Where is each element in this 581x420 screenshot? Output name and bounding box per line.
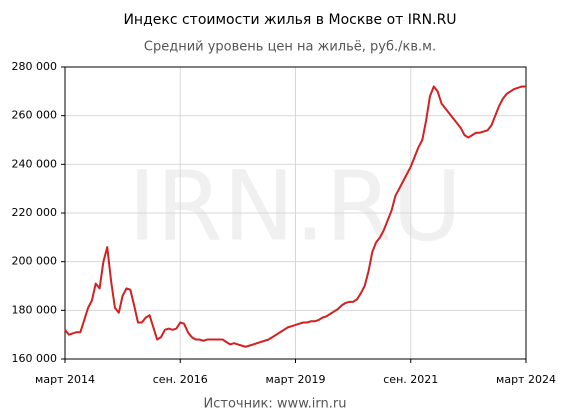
y-tick-label: 220 000 xyxy=(12,206,58,219)
x-tick-label: март 2024 xyxy=(496,373,556,386)
x-tick-label: сен. 2016 xyxy=(153,373,208,386)
y-tick-label: 180 000 xyxy=(12,303,58,316)
source: Источник: www.irn.ru xyxy=(204,397,347,412)
y-tick-label: 200 000 xyxy=(12,255,58,268)
chart-title: Индекс стоимости жилья в Москве от IRN.R… xyxy=(123,12,456,28)
chart-subtitle: Средний уровень цен на жильё, руб./кв.м. xyxy=(144,40,436,55)
y-tick-label: 240 000 xyxy=(12,157,58,170)
plot-frame xyxy=(64,66,527,360)
x-tick-label: март 2014 xyxy=(35,373,95,386)
x-tick-label: март 2019 xyxy=(266,373,326,386)
x-tick-label: сен. 2021 xyxy=(383,373,438,386)
y-tick-label: 260 000 xyxy=(12,109,58,122)
line-series xyxy=(64,85,526,348)
y-tick-label: 160 000 xyxy=(12,352,58,365)
y-tick-label: 280 000 xyxy=(12,60,58,73)
